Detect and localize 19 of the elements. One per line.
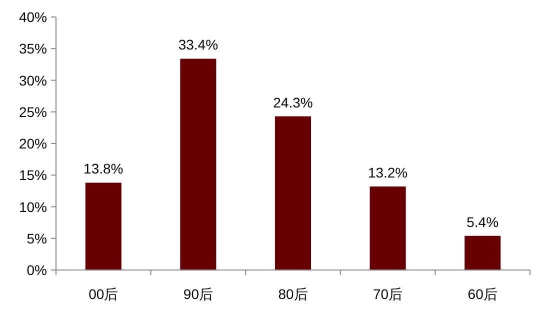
y-tick-label: 35% bbox=[18, 40, 47, 57]
x-tick-label: 90后 bbox=[183, 286, 213, 302]
x-tick-label: 80后 bbox=[278, 286, 308, 302]
x-tick-label: 60后 bbox=[468, 286, 498, 302]
data-label: 13.8% bbox=[84, 160, 124, 177]
data-label: 13.2% bbox=[368, 164, 408, 181]
y-tick-label: 20% bbox=[18, 136, 47, 152]
x-tick-label: 70后 bbox=[373, 286, 403, 302]
y-tick-label: 5% bbox=[26, 230, 47, 246]
data-label: 33.4% bbox=[178, 36, 218, 53]
x-tick-label: 00后 bbox=[88, 286, 118, 302]
data-label: 5.4% bbox=[466, 214, 499, 230]
y-tick-label: 0% bbox=[26, 262, 47, 278]
y-tick-label: 25% bbox=[18, 104, 47, 120]
data-label: 24.3% bbox=[273, 94, 313, 110]
y-tick-label: 40% bbox=[18, 9, 47, 25]
y-tick-label: 30% bbox=[18, 72, 47, 88]
y-tick-label: 15% bbox=[18, 167, 47, 184]
y-tick-label: 10% bbox=[18, 198, 47, 215]
